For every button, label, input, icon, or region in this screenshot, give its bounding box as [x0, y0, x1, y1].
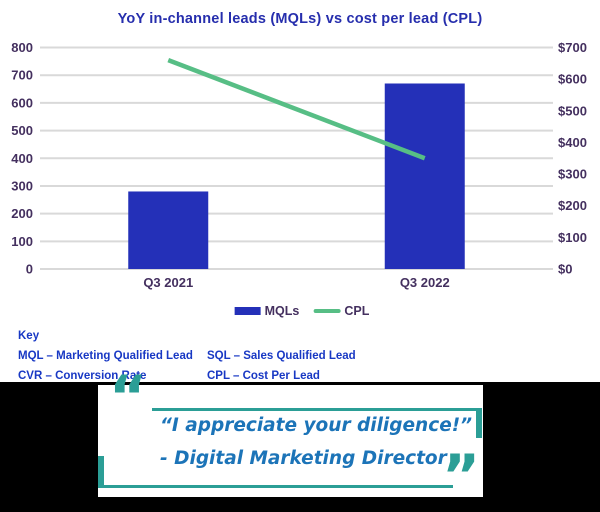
key-heading: Key	[18, 330, 40, 342]
card-right-border	[476, 408, 482, 438]
x-axis-label: Q3 2022	[400, 275, 450, 290]
right-axis-tick: $0	[558, 262, 572, 277]
legend-item-mqls: MQLs	[234, 304, 300, 318]
left-axis-tick: 300	[11, 178, 33, 193]
key-entry-mql: MQL – Marketing Qualified Lead	[18, 350, 193, 362]
quote-band: “ “I appreciate your diligence!” - Digit…	[0, 368, 600, 512]
chart-title: YoY in-channel leads (MQLs) vs cost per …	[117, 11, 483, 27]
legend-label-cpl: CPL	[344, 304, 370, 318]
left-axis-tick: 500	[11, 123, 33, 138]
card-left-border	[98, 456, 104, 487]
left-axis-tick: 200	[11, 206, 33, 221]
legend-label-mqls: MQLs	[264, 304, 300, 318]
quote-text: “I appreciate your diligence!”	[160, 415, 473, 436]
right-axis-tick: $700	[558, 40, 587, 55]
quote-attribution: - Digital Marketing Director	[160, 448, 447, 469]
bar-q3-2022	[384, 83, 465, 270]
left-axis-tick: 0	[26, 262, 33, 277]
key-entry-cvr: CVR – Conversion Rate	[18, 370, 147, 382]
cpl-line	[167, 58, 426, 161]
card-top-border	[152, 408, 478, 411]
left-axis-tick: 400	[11, 151, 33, 166]
right-axis-tick: $200	[558, 198, 587, 213]
key-entry-sql: SQL – Sales Qualified Lead	[207, 350, 356, 362]
right-axis-tick: $600	[558, 72, 587, 87]
mqls-vs-cpl-combo-chart: 800 700 600 500 400 300 200 100 0 $700 $600 $500 $40…	[11, 40, 587, 290]
mqls-bar-swatch-icon	[234, 307, 261, 315]
key-entry-cpl: CPL – Cost Per Lead	[207, 370, 320, 382]
left-axis-tick: 700	[11, 68, 33, 83]
right-axis-tick: $500	[558, 103, 587, 118]
left-axis-tick: 800	[11, 40, 33, 55]
card-bottom-border	[98, 485, 453, 488]
quote-card: “ “I appreciate your diligence!” - Digit…	[98, 368, 483, 505]
right-axis-tick: $300	[558, 167, 587, 182]
x-axis-label: Q3 2021	[143, 275, 193, 290]
left-axis-tick: 600	[11, 95, 33, 110]
right-axis-tick: $100	[558, 230, 587, 245]
legend-item-cpl: CPL	[313, 304, 369, 318]
chart-legend: MQLs CPL	[234, 304, 369, 318]
close-quote-icon: ”	[442, 442, 481, 510]
bar-q3-2021	[128, 191, 209, 269]
right-axis-tick: $400	[558, 135, 587, 150]
cpl-line-swatch-icon	[313, 309, 341, 313]
left-axis-tick: 100	[11, 234, 33, 249]
